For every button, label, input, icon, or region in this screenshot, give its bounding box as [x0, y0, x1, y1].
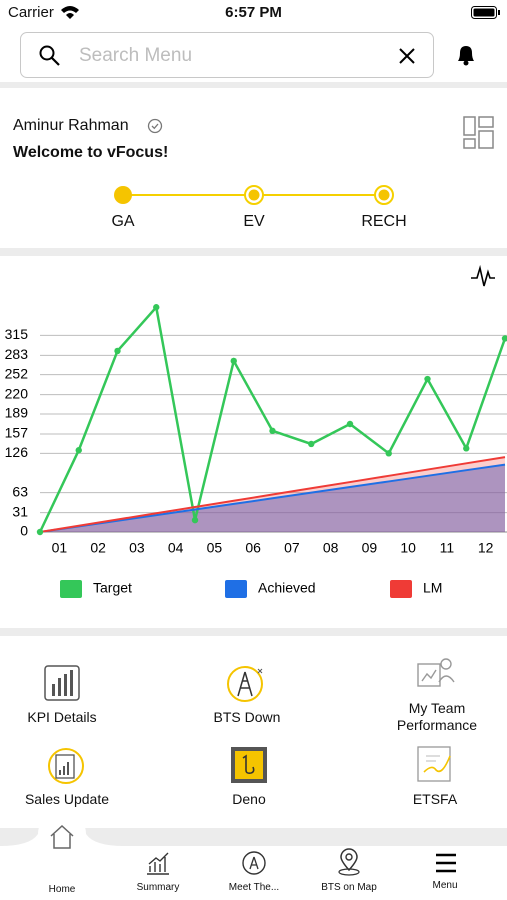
y-tick-label: 189: [5, 405, 29, 421]
point: [36, 528, 44, 536]
point: [385, 450, 392, 457]
menu-label-line: Performance: [396, 717, 478, 733]
x-tick-label: 11: [440, 540, 455, 556]
menu-label[interactable]: My Team Performance: [357, 700, 507, 734]
search-box[interactable]: Search Menu: [20, 32, 434, 78]
welcome-text: Welcome to vFocus!: [13, 144, 169, 161]
y-tick-label: 63: [12, 483, 28, 499]
legend-swatch: [60, 580, 82, 598]
x-tick-label: 07: [284, 540, 300, 556]
y-tick-label: 0: [20, 523, 28, 539]
nav-label[interactable]: Summary: [136, 882, 180, 893]
x-tick-label: 12: [478, 540, 494, 556]
x-tick-label: 08: [323, 540, 339, 556]
activity-icon[interactable]: [471, 264, 495, 287]
bts-icon: [227, 666, 263, 702]
nav-label[interactable]: BTS on Map: [321, 882, 377, 893]
search-icon: [39, 45, 60, 66]
x-tick-label: 02: [90, 540, 106, 556]
legend-swatch: [390, 580, 412, 598]
point: [269, 427, 276, 435]
meet-icon: [242, 851, 266, 875]
legend-swatch: [225, 580, 247, 598]
y-tick-label: 252: [5, 365, 29, 381]
point: [424, 375, 431, 383]
legend-label: LM: [423, 580, 442, 596]
dashboard-icon[interactable]: [463, 116, 495, 150]
y-tick-label: 283: [5, 346, 29, 362]
x-tick-label: 01: [52, 540, 68, 556]
time: 6:57 PM: [225, 4, 282, 21]
map-icon: [338, 848, 360, 876]
menu-icon[interactable]: [434, 852, 458, 874]
menu-label[interactable]: KPI Details: [27, 709, 97, 725]
deno-icon: [231, 747, 267, 783]
point: [230, 357, 237, 365]
menu-label[interactable]: ETSFA: [412, 791, 458, 807]
y-tick-label: 157: [5, 425, 29, 441]
menu-card: KPI Details BTS Down My Team Performance …: [0, 636, 507, 828]
chart-card: 0 31 63 126 157 189 220 252 283 315 01 02 03 04 05 06 07…: [0, 256, 507, 628]
profile-card: Aminur Rahman Welcome to vFocus! GA EV R…: [0, 88, 507, 248]
battery-icon: [471, 6, 500, 19]
menu-label[interactable]: Deno: [232, 791, 266, 807]
header: Carrier 6:57 PM Search Menu: [0, 0, 507, 82]
x-tick-label: 10: [400, 540, 416, 556]
point: [463, 445, 470, 452]
y-tick-label: 315: [5, 326, 29, 342]
progress-steps: [114, 185, 394, 205]
menu-label[interactable]: BTS Down: [213, 709, 281, 725]
wifi-icon: [61, 6, 79, 19]
line: [39, 463, 506, 533]
line: [39, 456, 506, 533]
menu-label[interactable]: Sales Update: [24, 791, 110, 807]
point: [114, 347, 121, 355]
step-label: GA: [111, 213, 135, 230]
point: [308, 440, 315, 448]
step-label: RECH: [361, 213, 407, 230]
notification-bell[interactable]: [455, 43, 477, 67]
user-name: Aminur Rahman: [13, 117, 129, 134]
search-placeholder: Search Menu: [79, 45, 193, 66]
x-tick-label: 06: [245, 540, 261, 556]
home-bump: [0, 812, 124, 862]
nav-label[interactable]: Menu: [432, 880, 458, 891]
x-tick-label: 05: [207, 540, 223, 556]
nav-label[interactable]: Meet The...: [228, 882, 280, 893]
y-tick-label: 220: [5, 385, 29, 401]
step-label: EV: [243, 213, 265, 230]
kpi-icon: [44, 665, 80, 701]
verified-icon: [147, 118, 163, 134]
x-tick-label: 04: [168, 540, 184, 556]
chart: 0 31 63 126 157 189 220 252 283 315 01 02 03 04 05 06 07…: [5, 264, 507, 598]
team-icon: [417, 658, 455, 687]
point: [153, 304, 160, 311]
nav-label[interactable]: Home: [48, 884, 76, 895]
summary-icon: [147, 852, 169, 875]
x-tick-label: 03: [129, 540, 145, 556]
legend-label: Target: [93, 580, 132, 596]
point: [191, 516, 199, 524]
y-tick-label: 126: [5, 444, 29, 460]
sales-icon: [48, 748, 84, 784]
carrier: Carrier: [8, 4, 54, 21]
clear-button[interactable]: [398, 47, 416, 65]
etsfa-icon: [417, 746, 451, 782]
point: [346, 420, 354, 428]
point: [75, 447, 82, 454]
point: [501, 335, 507, 342]
legend-label: Achieved: [258, 580, 316, 596]
x-tick-label: 09: [362, 540, 378, 556]
menu-label-line: My Team: [408, 700, 466, 716]
y-tick-label: 31: [12, 503, 28, 519]
